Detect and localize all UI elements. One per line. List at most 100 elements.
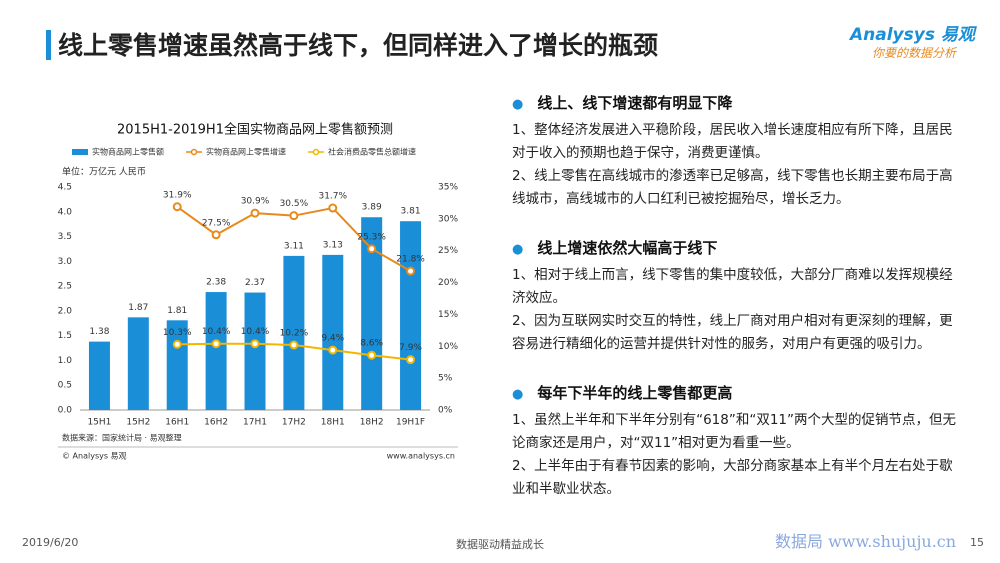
x-tick-label: 17H2 <box>282 418 306 428</box>
text-column: 线上、线下增速都有明显下降 1、整体经济发展进入平稳阶段，居民收入增长速度相应有所… <box>512 92 957 527</box>
paragraph: 1、相对于线上而言，线下零售的集中度较低，大部分厂商难以发挥规模经济效应。 <box>512 267 953 306</box>
line-marker <box>172 202 182 212</box>
bar <box>166 320 188 410</box>
section-heading: 线上增速依然大幅高于线下 <box>512 237 957 258</box>
line-value-label: 10.4% <box>241 327 270 337</box>
y-tick-label: 0.5 <box>58 381 72 391</box>
section-heading: 线上、线下增速都有明显下降 <box>512 92 957 113</box>
x-tick-label: 15H2 <box>126 418 150 428</box>
line-marker <box>250 208 260 218</box>
paragraph: 1、虽然上半年和下半年分别有“618”和“双11”两个大型的促销节点，但无论商家… <box>512 412 957 451</box>
y-tick-label: 4.5 <box>58 183 72 193</box>
line-value-label: 10.4% <box>202 327 231 337</box>
y2-tick-label: 5% <box>438 374 453 384</box>
legend-swatch <box>72 149 88 155</box>
x-tick-label: 17H1 <box>243 418 267 428</box>
line-marker <box>289 340 299 350</box>
bar-value-label: 1.87 <box>128 303 148 313</box>
line-marker <box>211 230 221 240</box>
page-number: 15 <box>970 536 984 549</box>
bar <box>205 292 227 410</box>
y-tick-label: 4.0 <box>58 207 73 217</box>
bar-value-label: 3.89 <box>362 203 382 213</box>
y-tick-label: 3.0 <box>58 257 73 267</box>
line-value-label: 21.8% <box>396 255 425 265</box>
line-marker <box>328 345 338 355</box>
line-value-label: 25.3% <box>357 232 386 242</box>
bar-value-label: 3.11 <box>284 241 304 251</box>
copyright: © Analysys 易观 <box>62 452 127 461</box>
y-tick-label: 1.5 <box>58 331 72 341</box>
y-tick-label: 0.0 <box>58 406 73 416</box>
section: 每年下半年的线上零售都更高 1、虽然上半年和下半年分别有“618”和“双11”两个… <box>512 382 957 501</box>
y2-tick-label: 10% <box>438 342 458 352</box>
bar <box>322 254 344 410</box>
y-tick-label: 2.0 <box>58 306 73 316</box>
y2-tick-label: 15% <box>438 310 458 320</box>
line-marker <box>211 339 221 349</box>
line-value-label: 30.5% <box>280 199 309 209</box>
chart-title: 2015H1-2019H1全国实物商品网上零售额预测 <box>117 122 393 138</box>
bar-value-label: 3.81 <box>401 207 421 217</box>
paragraph: 2、因为互联网实时交互的特性，线上厂商对用户相对有更深刻的理解，更容易进行精细化… <box>512 313 953 352</box>
line-value-label: 10.3% <box>163 328 192 338</box>
paragraph: 1、整体经济发展进入平稳阶段，居民收入增长速度相应有所下降，且居民对于收入的预期… <box>512 122 953 161</box>
x-tick-label: 18H2 <box>360 418 384 428</box>
legend-label: 实物商品网上零售额 <box>92 147 164 157</box>
y2-tick-label: 20% <box>438 278 458 288</box>
x-tick-label: 15H1 <box>87 418 111 428</box>
line-value-label: 31.7% <box>318 192 347 202</box>
x-tick-label: 16H2 <box>204 418 228 428</box>
bar <box>88 341 110 410</box>
source: 数据来源：国家统计局 · 易观整理 <box>62 433 182 443</box>
section: 线上、线下增速都有明显下降 1、整体经济发展进入平稳阶段，居民收入增长速度相应有所… <box>512 92 957 211</box>
line-marker <box>328 203 338 213</box>
line-value-label: 8.6% <box>360 339 383 349</box>
bar <box>400 221 422 410</box>
line-marker <box>406 266 416 276</box>
line-value-label: 27.5% <box>202 218 231 228</box>
line-marker <box>406 355 416 365</box>
bar-value-label: 1.81 <box>167 306 187 316</box>
line-value-label: 9.4% <box>321 334 344 344</box>
y-tick-label: 3.5 <box>58 232 72 242</box>
line-marker <box>367 350 377 360</box>
bar-value-label: 1.38 <box>89 327 109 337</box>
section-heading: 每年下半年的线上零售都更高 <box>512 382 957 403</box>
line-value-label: 30.9% <box>241 197 270 207</box>
bar <box>283 255 305 410</box>
y-tick-label: 1.0 <box>58 356 73 366</box>
bar <box>127 317 149 410</box>
footer-date: 2019/6/20 <box>22 536 79 549</box>
line-value-label: 7.9% <box>399 343 422 353</box>
unit-label: 单位：万亿元 人民币 <box>62 166 146 178</box>
slide-title: 线上零售增速虽然高于线下，但同样进入了增长的瓶颈 <box>58 31 659 60</box>
x-tick-label: 18H1 <box>321 418 345 428</box>
y2-tick-label: 25% <box>438 246 458 256</box>
section: 线上增速依然大幅高于线下 1、相对于线上而言，线下零售的集中度较低，大部分厂商难以… <box>512 237 957 356</box>
line-marker <box>289 211 299 221</box>
legend-marker <box>312 148 320 156</box>
line-marker <box>172 339 182 349</box>
line-marker <box>367 244 377 254</box>
bar-value-label: 3.13 <box>323 240 343 250</box>
legend-marker <box>190 148 198 156</box>
y-tick-label: 2.5 <box>58 282 72 292</box>
x-tick-label: 19H1F <box>396 418 425 428</box>
y2-tick-label: 35% <box>438 183 458 193</box>
footer-slogan: 数据驱动精益成长 <box>456 538 544 551</box>
bar-value-label: 2.38 <box>206 278 226 288</box>
y2-tick-label: 0% <box>438 406 453 416</box>
logo: Analysys 易观 <box>850 25 975 45</box>
paragraph: 2、线上零售在高线城市的渗透率已足够高，线下零售也长期主要布局于高线城市，高线城… <box>512 168 953 207</box>
line-value-label: 10.2% <box>280 329 309 339</box>
line-marker <box>250 339 260 349</box>
paragraph: 2、上半年由于有春节因素的影响，大部分商家基本上有半个月左右处于歇业和半歇业状态… <box>512 458 953 497</box>
line-value-label: 31.9% <box>163 190 192 200</box>
website: www.analysys.cn <box>387 452 455 461</box>
chart: 2015H1-2019H1全国实物商品网上零售额预测 单位：万亿元 人民币 数据… <box>58 122 459 461</box>
watermark: 数据局 www.shujuju.cn <box>775 532 957 551</box>
title-accent <box>46 30 51 60</box>
x-tick-label: 16H1 <box>165 418 189 428</box>
